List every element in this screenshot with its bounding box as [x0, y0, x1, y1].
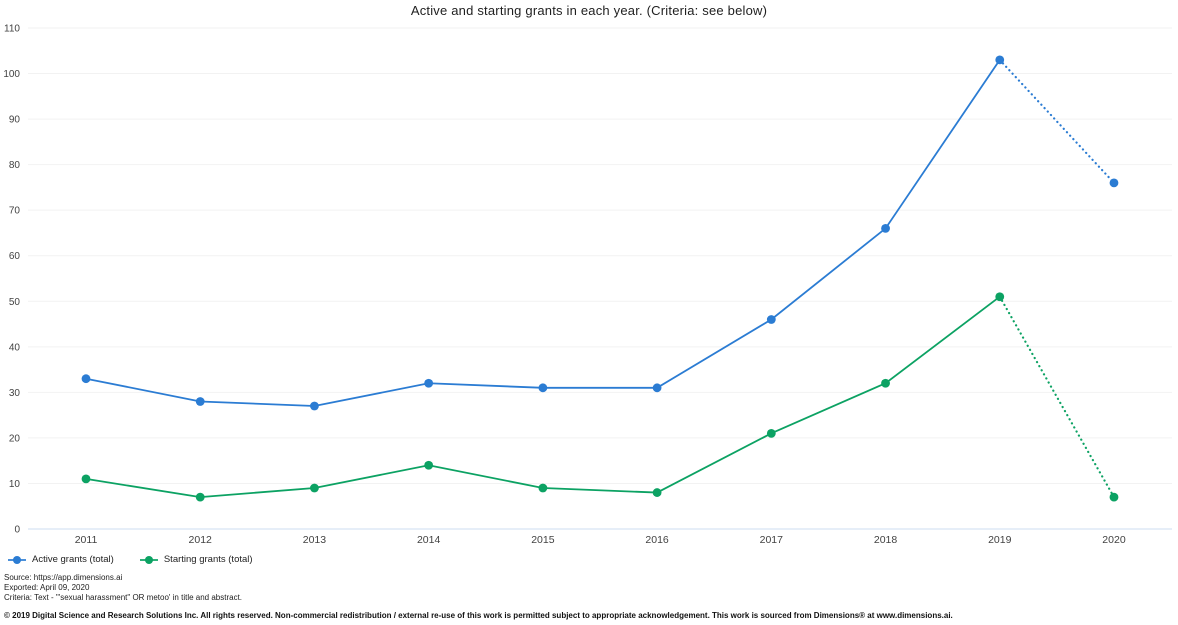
y-tick-label: 20: [9, 433, 21, 444]
data-point: [81, 374, 91, 384]
legend-item-starting-grants: Starting grants (total): [139, 554, 253, 565]
data-point: [995, 55, 1005, 65]
data-point: [652, 383, 662, 393]
exported-line: Exported: April 09, 2020: [4, 582, 90, 592]
x-tick-label: 2014: [417, 534, 441, 546]
data-point: [538, 383, 548, 393]
data-point: [424, 460, 434, 470]
data-point: [766, 315, 776, 324]
source-line: Source: https://app.dimensions.ai: [4, 573, 123, 582]
copyright-line: © 2019 Digital Science and Research Solu…: [4, 611, 953, 620]
data-point: [1109, 178, 1119, 188]
data-point: [424, 378, 434, 388]
data-point: [310, 401, 319, 411]
data-point: [538, 483, 548, 493]
line-dot-marker-icon: [8, 555, 26, 564]
series-line-solid: [85, 59, 1001, 407]
data-point: [1109, 492, 1119, 502]
x-tick-label: 2012: [189, 534, 213, 546]
data-point: [766, 428, 776, 438]
y-tick-label: 70: [9, 206, 21, 217]
data-point: [195, 397, 205, 406]
series-line-dotted: [998, 58, 1116, 184]
y-tick-label: 110: [4, 24, 20, 35]
legend-item-active-grants: Active grants (total): [8, 554, 114, 565]
y-tick-label: 90: [9, 115, 21, 126]
chart-footnotes: Source: https://app.dimensions.ai Export…: [4, 573, 242, 602]
y-tick-label: 60: [9, 251, 21, 262]
chart-title: Active and starting grants in each year.…: [410, 3, 768, 18]
chart-legend: Active grants (total) Starting grants (t…: [8, 554, 253, 565]
series-line-dotted: [998, 295, 1116, 499]
line-chart: 0 10 20 30 40 50 60 70 80 90 100 110 2011 2012 2013 201…: [3, 24, 1172, 546]
data-point: [652, 488, 662, 497]
y-tick-label: 10: [9, 479, 21, 490]
data-point: [81, 474, 91, 484]
x-tick-label: 2015: [531, 534, 555, 546]
x-tick-label: 2020: [1102, 534, 1126, 546]
criteria-line: Criteria: Text - '"sexual harassment" OR…: [4, 592, 243, 602]
x-tick-label: 2017: [760, 534, 784, 546]
x-tick-label: 2018: [874, 534, 898, 546]
x-tick-label: 2013: [303, 534, 327, 546]
data-point: [995, 292, 1005, 302]
x-tick-label: 2016: [645, 534, 669, 546]
y-tick-label: 30: [9, 388, 21, 399]
y-tick-label: 40: [9, 342, 21, 353]
y-tick-label: 0: [14, 525, 20, 536]
legend-label: Active grants (total): [32, 554, 114, 565]
data-point: [881, 224, 890, 233]
y-tick-label: 50: [9, 297, 21, 308]
data-point: [310, 483, 319, 493]
data-point: [881, 378, 890, 388]
line-dot-marker-icon: [139, 555, 158, 564]
series-line-solid: [85, 296, 1001, 499]
y-tick-label: 100: [3, 69, 20, 80]
x-tick-label: 2011: [75, 534, 98, 546]
x-tick-label: 2019: [988, 534, 1012, 546]
y-tick-label: 80: [9, 160, 21, 171]
data-point: [195, 492, 205, 502]
legend-label: Starting grants (total): [163, 554, 253, 565]
